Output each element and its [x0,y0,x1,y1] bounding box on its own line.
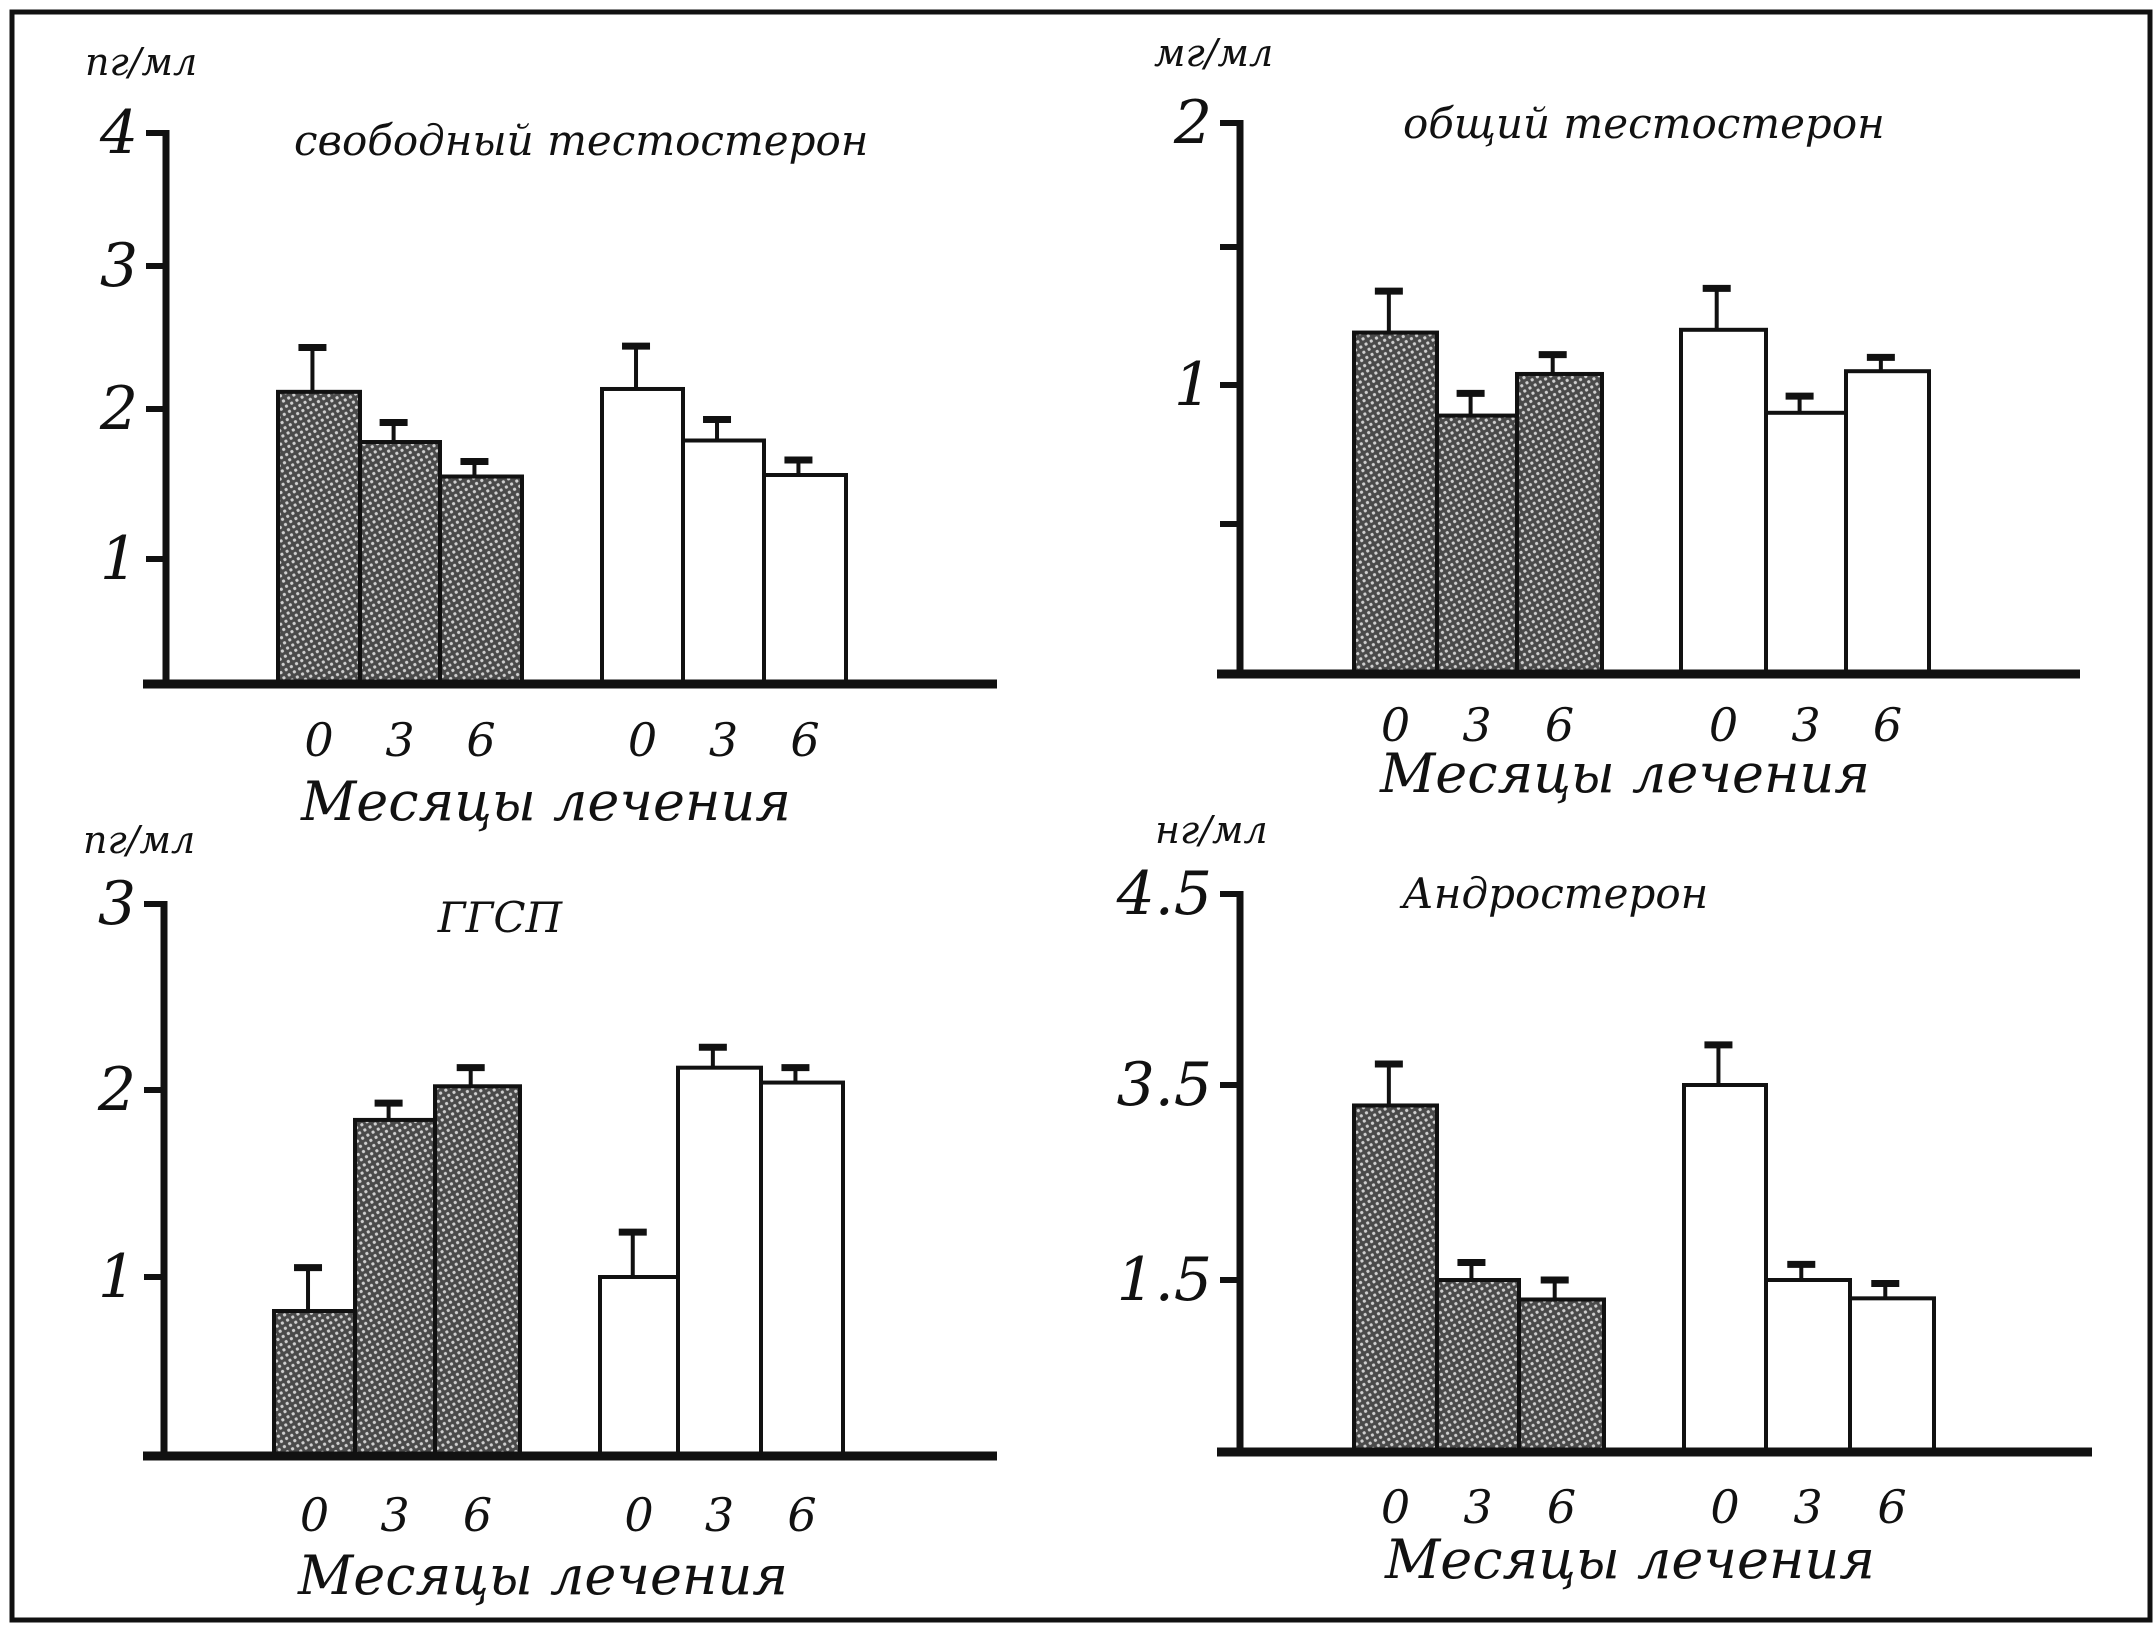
x-tick-label: 3 [380,1488,409,1542]
x-tick-label: 3 [1463,1480,1492,1534]
y-unit-label: мг/мл [1154,31,1273,75]
x-axis-label: Месяцы лечения [300,770,791,833]
chart-marks: 1.53.54.50 3 6 0 3 6 [1116,859,2092,1534]
x-tick-label: 6 [463,1488,492,1542]
bar [600,386,685,686]
figure-frame [9,9,2153,1623]
bar [1764,410,1848,676]
x-tick-label: 3 [709,713,738,767]
x-tick-label: 6 [1877,1480,1906,1534]
panel-title: общий тестостерон [1403,99,1885,148]
bar [1517,1297,1606,1454]
x-axis-label: Месяцы лечения [1379,742,1870,805]
x-tick-label: 0 [624,1488,653,1542]
x-tick-label: 3 [1791,698,1820,752]
bar [676,1065,763,1459]
x-tick-label: 6 [1873,698,1902,752]
bar [433,1084,522,1459]
y-tick-label: 4 [99,98,138,168]
y-tick-label: 3 [100,231,138,301]
x-tick-label: 0 [1381,698,1410,752]
bar [1352,330,1439,676]
x-tick-label: 0 [304,713,333,767]
bar [276,389,362,686]
bar [1435,1278,1521,1454]
y-tick-label: 3 [98,869,136,939]
bar [353,1117,437,1459]
x-tick-label: 3 [1462,698,1491,752]
y-unit-label: нг/мл [1155,808,1268,852]
x-tick-label: 0 [628,713,657,767]
x-tick-label: 6 [1545,698,1574,752]
bar [1679,327,1768,676]
y-tick-label: 1 [98,1242,136,1312]
bar [762,473,848,686]
x-tick-label: 0 [1710,1480,1739,1534]
bar [438,474,524,686]
bar [358,440,442,686]
bar [598,1275,680,1458]
panel-androsterone: нг/мл Андростерон Месяцы лечения 1.5 3.5 4… [1116,808,2092,1591]
bar [1682,1083,1768,1454]
bar [272,1309,357,1459]
x-tick-label: 3 [705,1488,734,1542]
x-tick-label: 3 [1793,1480,1822,1534]
y-tick-label: 1 [100,524,138,594]
x-tick-label: 0 [1381,1480,1410,1534]
y-tick-label: 2 [97,1055,136,1125]
x-axis-label: Месяцы лечения [1384,1528,1875,1591]
y-tick-label: 2 [99,374,138,444]
y-tick-label: 1.5 [1117,1245,1212,1315]
bar [1352,1103,1439,1454]
bar [1515,371,1604,676]
bar [759,1080,845,1459]
y-tick-label: 1 [1174,350,1212,420]
y-unit-label: пг/мл [83,818,195,862]
bar [681,438,766,686]
panel-title: свободный тестостерон [294,116,868,165]
x-axis-label: Месяцы лечения [297,1544,788,1607]
chart-marks: 120 3 6 0 3 6 [1173,88,2080,752]
x-tick-label: 6 [790,713,819,767]
x-tick-label: 0 [300,1488,329,1542]
panel-total-testosterone: мг/мл общий тестостерон Месяцы лечения 1… [1154,31,2080,805]
x-tick-label: 0 [1709,698,1738,752]
x-tick-label: 6 [466,713,495,767]
bar [1764,1278,1852,1454]
bar [1435,413,1519,676]
bar [1844,369,1931,676]
panel-title: Андростерон [1399,869,1708,918]
y-unit-label: пг/мл [85,40,197,84]
x-tick-label: 3 [385,713,414,767]
y-tick-label: 4.5 [1116,859,1212,929]
bar [1848,1296,1936,1455]
x-tick-label: 6 [787,1488,816,1542]
x-tick-label: 6 [1547,1480,1576,1534]
y-tick-label: 3.5 [1117,1050,1212,1120]
panel-title: ГГСП [437,893,564,942]
y-tick-label: 2 [1173,88,1212,158]
panel-free-testosterone: пг/мл свободный тестостерон Месяцы лечен… [85,40,997,833]
